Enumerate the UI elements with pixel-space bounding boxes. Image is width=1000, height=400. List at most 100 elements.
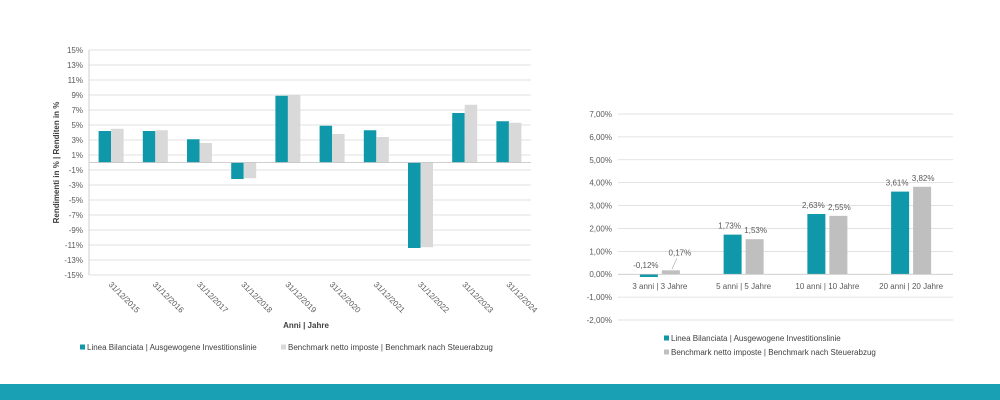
left-y-tick-label: 3%: [71, 136, 83, 145]
left-bar-linea-2018: [231, 162, 244, 179]
right-y-tick-label: 3,00%: [589, 202, 612, 211]
left-y-tick-label: -7%: [69, 211, 83, 220]
left-x-tick-label: 31/12/2020: [328, 280, 363, 315]
left-y-tick-label: 13%: [67, 61, 83, 70]
left-bar-linea-2024: [496, 121, 509, 163]
left-x-tick-label: 31/12/2016: [151, 280, 186, 315]
left-x-axis-title: Anni | Jahre: [283, 321, 329, 330]
left-bar-linea-2023: [452, 113, 465, 163]
right-x-tick-label: 5 anni | 5 Jahre: [716, 282, 772, 291]
right-legend: Linea Bilanciata | Ausgewogene Investiti…: [664, 334, 876, 357]
left-y-tick-label: -1%: [69, 166, 83, 175]
right-y-tick-label: 6,00%: [589, 133, 612, 142]
right-bars: [639, 186, 932, 277]
footer-band: [0, 384, 1000, 400]
right-x-axis-labels: 3 anni | 3 Jahre 5 anni | 5 Jahre 10 anni …: [632, 282, 943, 291]
left-y-tick-label: 1%: [71, 151, 83, 160]
right-legend-label-benchmark: Benchmark netto imposte | Benchmark nach…: [671, 348, 876, 357]
period-returns-chart: 7,00% 6,00% 5,00% 4,00% 3,00% 2,00% 1,00% 0,00%…: [587, 110, 953, 357]
right-legend-swatch-linea: [664, 335, 669, 341]
left-bar-benchmark-2018: [243, 162, 257, 179]
left-y-tick-label: -13%: [64, 256, 83, 265]
right-data-label-leader-line: [671, 258, 678, 270]
left-bar-linea-2020: [319, 125, 333, 163]
right-y-tick-label: 2,00%: [589, 224, 612, 233]
right-x-tick-label: 3 anni | 3 Jahre: [632, 282, 688, 291]
left-x-tick-label: 31/12/2015: [107, 280, 142, 315]
left-axes: [88, 50, 531, 275]
left-y-tick-label: -15%: [64, 271, 83, 280]
left-bar-benchmark-2020: [332, 134, 345, 163]
left-x-tick-label: 31/12/2017: [195, 280, 230, 315]
left-y-tick-label: -3%: [69, 181, 83, 190]
left-bar-benchmark-2016: [155, 130, 168, 163]
right-y-axis-labels: 7,00% 6,00% 5,00% 4,00% 3,00% 2,00% 1,00% 0,00%…: [587, 110, 612, 325]
left-x-tick-label: 31/12/2023: [460, 280, 495, 315]
right-data-label-benchmark-3-anni: 0,17%: [669, 248, 692, 257]
right-bar-benchmark-5-anni: [745, 239, 764, 275]
left-bar-linea-2019: [275, 95, 288, 163]
left-bar-linea-2016: [142, 131, 156, 163]
left-y-tick-label: 9%: [71, 91, 83, 100]
right-data-label-linea-20-anni: 3,61%: [886, 179, 909, 188]
left-bar-benchmark-2019: [287, 95, 301, 163]
left-bar-benchmark-2021: [376, 137, 389, 163]
right-data-label-linea-5-anni: 1,73%: [718, 222, 741, 231]
left-legend: Linea Bilanciata | Ausgewogene Investiti…: [80, 343, 493, 352]
left-y-tick-label: 11%: [68, 76, 83, 85]
right-x-tick-label: 20 anni | 20 Jahre: [879, 282, 943, 291]
left-legend-item-benchmark: Benchmark netto imposte | Benchmark nach…: [281, 343, 493, 352]
left-y-tick-label: -11%: [65, 241, 83, 250]
left-y-axis-title: Rendimenti in % | Renditen in %: [52, 102, 61, 224]
right-data-labels: -0,12% 0,17% 1,73%1,53% 2,63% 2,55% 3,61%3,82…: [633, 174, 934, 270]
right-data-label-benchmark-20-anni: 3,82%: [912, 174, 935, 183]
right-bar-benchmark-3-anni: [661, 270, 680, 275]
right-bar-benchmark-10-anni: [829, 215, 848, 275]
left-x-axis-labels: 31/12/2015 31/12/2016 31/12/2017 31/12/2018…: [107, 280, 540, 315]
left-legend-label-benchmark: Benchmark netto imposte | Benchmark nach…: [288, 343, 493, 352]
left-y-tick-label: 15%: [67, 46, 83, 55]
left-x-tick-label: 31/12/2021: [372, 280, 407, 315]
left-bar-benchmark-2015: [111, 128, 124, 163]
left-x-tick-label: 31/12/2018: [239, 280, 274, 315]
left-bar-linea-2015: [98, 131, 112, 163]
right-y-tick-label: 4,00%: [589, 179, 612, 188]
right-data-label-linea-10-anni: 2,63%: [802, 201, 825, 210]
right-legend-item-benchmark: Benchmark netto imposte | Benchmark nach…: [664, 348, 876, 357]
left-legend-swatch-benchmark: [281, 344, 286, 350]
right-x-tick-label: 10 anni | 10 Jahre: [795, 282, 859, 291]
right-bar-linea-20-anni: [891, 191, 910, 275]
left-y-axis-labels: 15% 13% 11% 9% 7% 5% 3% 1% -1% -3% -5% -7% -9% -11% -1…: [64, 46, 83, 280]
left-legend-label-linea: Linea Bilanciata | Ausgewogene Investiti…: [87, 343, 257, 352]
left-bar-benchmark-2022: [420, 162, 433, 248]
left-legend-swatch-linea: [80, 344, 85, 350]
right-y-tick-label: 5,00%: [589, 156, 612, 165]
left-x-tick-label: 31/12/2019: [283, 280, 318, 315]
left-y-tick-label: 5%: [71, 121, 83, 130]
right-legend-swatch-benchmark: [664, 349, 669, 355]
annual-returns-chart: 15% 13% 11% 9% 7% 5% 3% 1% -1% -3% -5% -7% -9% -11% -1…: [52, 46, 540, 352]
right-y-tick-label: -1,00%: [587, 293, 612, 302]
left-gridlines: [89, 49, 531, 276]
charts-canvas: 15% 13% 11% 9% 7% 5% 3% 1% -1% -3% -5% -7% -9% -11% -1…: [52, 46, 953, 357]
left-bar-benchmark-2024: [508, 122, 522, 163]
right-legend-item-linea: Linea Bilanciata | Ausgewogene Investiti…: [664, 334, 841, 343]
left-bar-linea-2022: [408, 162, 421, 248]
left-x-tick-label: 31/12/2022: [416, 280, 451, 315]
right-y-tick-label: 0,00%: [589, 270, 612, 279]
right-y-tick-label: 1,00%: [589, 247, 612, 256]
left-y-tick-label: 7%: [71, 106, 83, 115]
right-bar-linea-3-anni: [639, 274, 658, 277]
right-data-label-benchmark-10-anni: 2,55%: [828, 203, 851, 212]
right-y-tick-label: 7,00%: [589, 110, 612, 119]
left-legend-item-linea: Linea Bilanciata | Ausgewogene Investiti…: [80, 343, 257, 352]
right-data-label-linea-3-anni: -0,12%: [633, 261, 658, 270]
right-legend-label-linea: Linea Bilanciata | Ausgewogene Investiti…: [671, 334, 841, 343]
right-data-label-benchmark-5-anni: 1,53%: [744, 226, 767, 235]
left-x-tick-label: 31/12/2024: [504, 280, 539, 315]
right-bar-benchmark-20-anni: [913, 186, 932, 275]
left-bar-linea-2021: [363, 130, 377, 163]
right-y-tick-label: -2,00%: [587, 316, 612, 325]
left-bar-linea-2017: [187, 139, 200, 163]
